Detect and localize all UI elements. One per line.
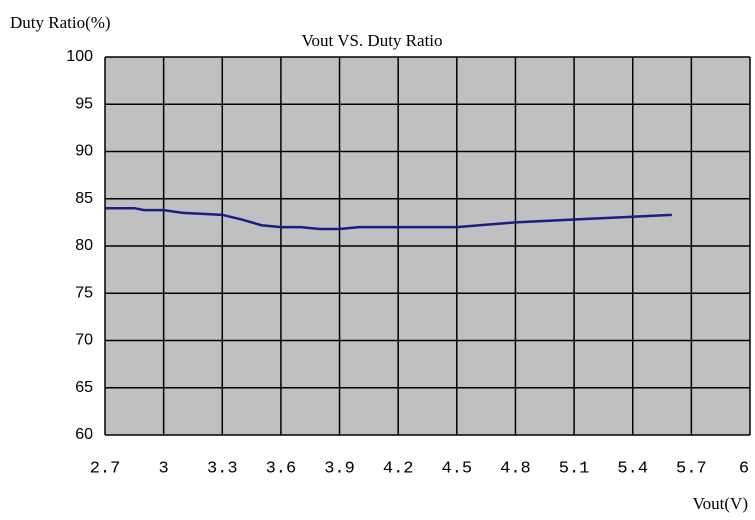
y-tick-label: 75 (75, 284, 93, 301)
y-tick-label: 90 (75, 143, 93, 160)
y-tick-label: 70 (75, 332, 93, 349)
y-tick-label: 85 (75, 190, 93, 207)
x-tick-label: 3.3 (207, 459, 238, 478)
x-tick-label: 4.5 (442, 459, 473, 478)
x-tick-label: 5.1 (559, 459, 590, 478)
data-line (105, 206, 672, 231)
x-tick-label: 2.7 (90, 459, 121, 478)
x-tick-label: 4.2 (383, 459, 414, 478)
x-tick-label: 6 (739, 459, 749, 478)
y-tick-label: 95 (75, 95, 93, 112)
y-tick-label: 100 (66, 48, 93, 65)
x-tick-label: 3 (159, 459, 169, 478)
x-tick-label: 3.6 (266, 459, 297, 478)
y-axis-label: Duty Ratio(%) (10, 13, 111, 32)
y-tick-label: 80 (75, 237, 93, 254)
y-tick-label: 60 (75, 426, 93, 443)
x-tick-label: 3.9 (324, 459, 355, 478)
x-tick-label: 4.8 (500, 459, 531, 478)
x-axis-label: Vout(V) (693, 494, 748, 513)
chart-title: Vout VS. Duty Ratio (301, 31, 442, 50)
x-tick-label: 5.4 (617, 459, 648, 478)
y-tick-label: 65 (75, 379, 93, 396)
x-tick-label: 5.7 (676, 459, 707, 478)
